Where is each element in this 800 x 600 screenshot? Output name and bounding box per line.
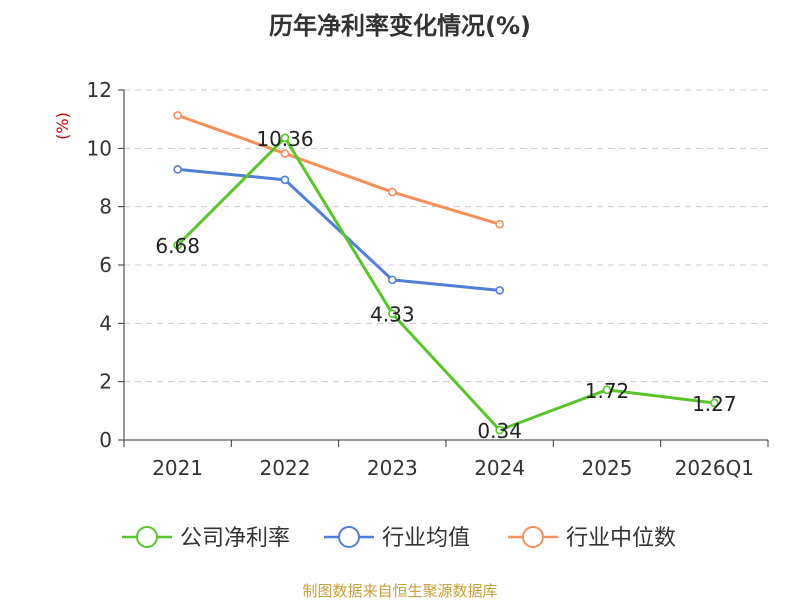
source-note: 制图数据来自恒生聚源数据库 bbox=[302, 582, 497, 600]
series-2-point-2 bbox=[388, 187, 397, 197]
legend-item-1[interactable]: 行业均值 bbox=[324, 526, 470, 551]
y-tick-label-12: 12 bbox=[87, 78, 112, 102]
x-tick-label-2025: 2025 bbox=[582, 456, 633, 480]
legend-item-2[interactable]: 行业中位数 bbox=[508, 526, 676, 551]
y-axis-label: (%) bbox=[53, 112, 72, 140]
y-tick-label-10: 10 bbox=[87, 136, 112, 160]
data-label-3: 0.34 bbox=[477, 419, 522, 443]
series-0-point-5 bbox=[710, 398, 719, 408]
series-0-point-2 bbox=[388, 309, 397, 319]
axes: 0 2 4 6 8 10 12 2021 2022 2023 2024 2025 2026Q1 bbox=[87, 78, 769, 480]
legend-label-1: 行业均值 bbox=[382, 526, 470, 551]
x-tick-label-2021: 2021 bbox=[152, 456, 203, 480]
series-0-point-0 bbox=[173, 240, 182, 250]
legend-label-0: 公司净利率 bbox=[180, 526, 290, 551]
series-2-point-1 bbox=[280, 149, 290, 158]
y-tick-label-2: 2 bbox=[99, 370, 112, 394]
series-0-point-3 bbox=[495, 425, 504, 435]
series-1-point-3 bbox=[495, 286, 504, 295]
x-tick-label-2022: 2022 bbox=[260, 456, 311, 480]
series-line-2 bbox=[177, 113, 501, 226]
data-label-1: 10.36 bbox=[256, 127, 313, 151]
legend-item-0[interactable]: 公司净利率 bbox=[122, 526, 290, 551]
data-label-2: 4.33 bbox=[370, 303, 415, 327]
legend-marker-0 bbox=[136, 526, 158, 548]
legend-marker-1 bbox=[338, 526, 360, 548]
series-0 bbox=[173, 133, 719, 435]
data-label-4: 1.72 bbox=[585, 379, 630, 403]
series-2-point-0 bbox=[173, 111, 182, 120]
series-0-point-1 bbox=[280, 133, 290, 143]
x-tick-label-2024: 2024 bbox=[474, 456, 525, 480]
series-1-point-1 bbox=[280, 175, 290, 185]
y-tick-label-0: 0 bbox=[99, 428, 112, 452]
y-tick-label-4: 4 bbox=[99, 311, 112, 335]
series-1 bbox=[173, 165, 504, 295]
data-labels: 6.68 10.36 4.33 0.34 1.72 1.27 bbox=[155, 127, 736, 443]
data-label-0: 6.68 bbox=[155, 234, 200, 258]
series-1-point-0 bbox=[173, 165, 182, 174]
chart-title: 历年净利率变化情况(%) bbox=[269, 12, 531, 40]
legend-marker-2 bbox=[522, 526, 544, 548]
series-line-0 bbox=[176, 136, 715, 432]
x-tick-label-2023: 2023 bbox=[367, 456, 418, 480]
legend-label-2: 行业中位数 bbox=[566, 526, 676, 551]
x-tick-label-2026Q1: 2026Q1 bbox=[675, 456, 754, 480]
legend[interactable]: 公司净利率 行业均值 行业中位数 bbox=[122, 526, 676, 551]
series-2 bbox=[173, 111, 504, 229]
y-tick-label-8: 8 bbox=[99, 195, 112, 219]
series-2-point-3 bbox=[495, 219, 504, 229]
series-1-point-2 bbox=[388, 275, 397, 285]
y-tick-label-6: 6 bbox=[99, 253, 112, 277]
series-line-1 bbox=[177, 167, 500, 292]
grid-lines bbox=[124, 89, 768, 383]
series-0-point-4 bbox=[602, 385, 612, 395]
series bbox=[173, 111, 719, 435]
data-label-5: 1.27 bbox=[692, 392, 737, 416]
